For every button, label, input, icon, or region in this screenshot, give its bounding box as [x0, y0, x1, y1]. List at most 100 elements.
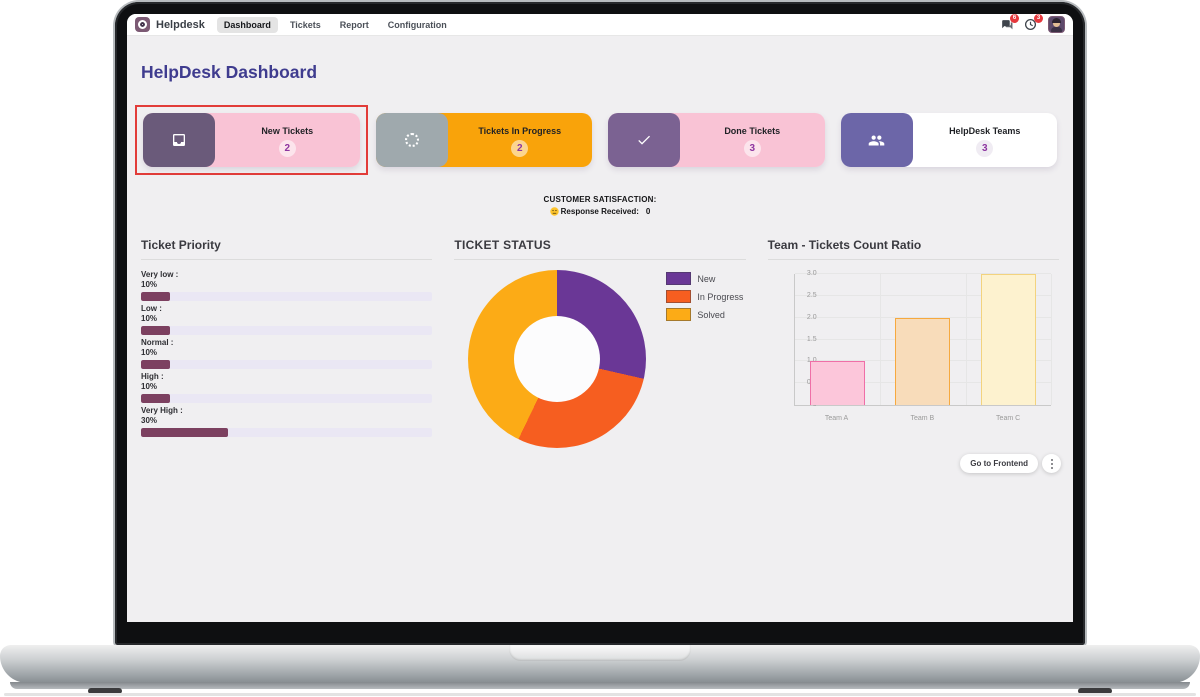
kpi-card-done-tickets[interactable]: Done Tickets 3 — [608, 113, 825, 167]
priority-track — [141, 360, 433, 369]
kpi-card-tickets-in-progress[interactable]: Tickets In Progress 2 — [375, 113, 593, 167]
kpi-card-count: 2 — [278, 140, 296, 157]
vline — [1050, 274, 1052, 405]
app-screen: Helpdesk Dashboard Tickets Report Configura… — [127, 14, 1073, 622]
legend-label: In Progress — [697, 291, 744, 302]
priority-label: High : — [141, 372, 164, 381]
nav-item-tickets[interactable]: Tickets — [289, 19, 321, 30]
nav-item-dashboard[interactable]: Dashboard — [216, 16, 278, 33]
priority-label: Very High : — [141, 406, 183, 415]
x-tick-label-team-c: Team C — [996, 415, 1021, 422]
check-icon — [608, 113, 680, 167]
priority-label: Low : — [141, 304, 162, 313]
kpi-card-cell-tickets-in-progress: Tickets In Progress 2 — [368, 105, 601, 175]
legend-swatch — [666, 308, 692, 321]
kpi-card-count: 2 — [511, 140, 529, 157]
x-tick-label-team-b: Team B — [910, 415, 935, 422]
kpi-count-row: 2 — [448, 140, 593, 157]
priority-track — [141, 428, 433, 437]
dot — [1050, 462, 1053, 465]
satisfaction-heading: CUSTOMER SATISFACTION: — [543, 195, 657, 204]
kpi-card-cell-helpdesk-teams: HelpDesk Teams 3 — [833, 105, 1066, 175]
laptop-notch — [509, 645, 691, 661]
vline — [965, 274, 967, 405]
priority-row-high: High :10% — [141, 372, 433, 403]
priority-label: Very low : — [141, 270, 179, 279]
ticket-status-title: TICKET STATUS — [454, 238, 552, 252]
divider — [454, 259, 746, 260]
legend-item-solved: Solved — [666, 308, 743, 321]
avatar-face — [1053, 20, 1060, 27]
gridline — [794, 294, 1051, 296]
activities-icon[interactable]: 3 — [1024, 14, 1043, 31]
y-tick-label: 2.5 — [806, 291, 817, 299]
customer-satisfaction: CUSTOMER SATISFACTION: Response Received… — [127, 195, 1073, 216]
frontend-controls: Go to Frontend — [960, 454, 1061, 473]
laptop-foot — [1078, 688, 1112, 694]
kebab-menu-icon[interactable] — [1042, 454, 1061, 473]
logo-ring — [138, 20, 147, 29]
kpi-card-helpdesk-teams[interactable]: HelpDesk Teams 3 — [840, 113, 1057, 167]
bars-container — [795, 274, 1051, 405]
page-title: HelpDesk Dashboard — [141, 62, 318, 82]
avatar-body — [1051, 27, 1062, 32]
nav-item-report[interactable]: Report — [339, 19, 369, 30]
ticket-priority-title: Ticket Priority — [141, 238, 221, 252]
satisfaction-response: Response Received: 0 — [127, 207, 1073, 216]
laptop-base-lip — [10, 682, 1190, 689]
spinner-icon — [375, 113, 448, 167]
kpi-card-title: Done Tickets — [724, 126, 781, 136]
kpi-count-row: 3 — [680, 140, 825, 157]
vline — [880, 274, 882, 405]
priority-value: 10% — [141, 280, 158, 289]
priority-row-very-low: Very low :10% — [141, 270, 433, 301]
legend-label: Solved — [697, 309, 725, 320]
legend-item-new: New — [666, 272, 743, 285]
priority-fill — [141, 394, 171, 403]
dot — [1050, 458, 1053, 461]
team-x-axis-labels: Team A Team B Team C — [794, 415, 1051, 422]
inbox-icon — [143, 113, 215, 167]
charts-row: Ticket Priority Very low :10% Low :10% Nor… — [127, 238, 1073, 448]
priority-track — [141, 394, 433, 403]
priority-track — [141, 292, 433, 301]
team-bar-team-c — [980, 274, 1036, 405]
priority-track — [141, 326, 433, 335]
response-value: 0 — [645, 207, 651, 216]
kpi-card-cell-done-tickets: Done Tickets 3 — [600, 105, 833, 175]
go-to-frontend-button[interactable]: Go to Frontend — [960, 454, 1038, 473]
legend-label: New — [697, 273, 716, 284]
kpi-card-count: 3 — [743, 140, 761, 157]
floor-shadow — [4, 693, 1196, 696]
users-icon — [840, 113, 913, 167]
neutral-face-icon — [549, 207, 559, 216]
team-bar-team-b — [895, 317, 951, 405]
kpi-card-title: New Tickets — [261, 126, 314, 136]
laptop-screen-bezel: Helpdesk Dashboard Tickets Report Configura… — [115, 2, 1085, 645]
navbar-right: 6 3 — [1000, 14, 1065, 33]
priority-value: 10% — [141, 382, 158, 391]
messages-icon[interactable]: 6 — [1000, 14, 1019, 31]
kpi-card-title: HelpDesk Teams — [949, 126, 1021, 136]
helpdesk-logo-icon[interactable] — [135, 17, 150, 32]
y-tick-label: 3.0 — [806, 270, 817, 277]
ticket-status-section: TICKET STATUS New In Progress Solved — [454, 238, 746, 448]
nav-menu: Dashboard Tickets Report Configuration — [216, 16, 459, 33]
messages-badge: 6 — [1010, 14, 1019, 23]
activities-badge: 3 — [1034, 14, 1043, 23]
divider — [767, 259, 1059, 260]
donut-legend: New In Progress Solved — [666, 270, 743, 448]
dot — [1050, 466, 1053, 469]
kpi-card-new-tickets[interactable]: New Tickets 2 — [143, 113, 360, 167]
user-avatar[interactable] — [1048, 16, 1065, 33]
bar-slot — [966, 274, 1051, 405]
nav-item-configuration[interactable]: Configuration — [387, 19, 447, 30]
team-bar-team-a — [810, 361, 865, 405]
y-tick-label: 1.0 — [799, 357, 817, 364]
donut-hole — [514, 316, 601, 402]
priority-value: 10% — [141, 314, 158, 323]
gridline — [794, 273, 1051, 274]
kpi-card-cell-new-tickets: New Tickets 2 — [135, 105, 368, 175]
response-label: Response Received: — [560, 207, 639, 216]
